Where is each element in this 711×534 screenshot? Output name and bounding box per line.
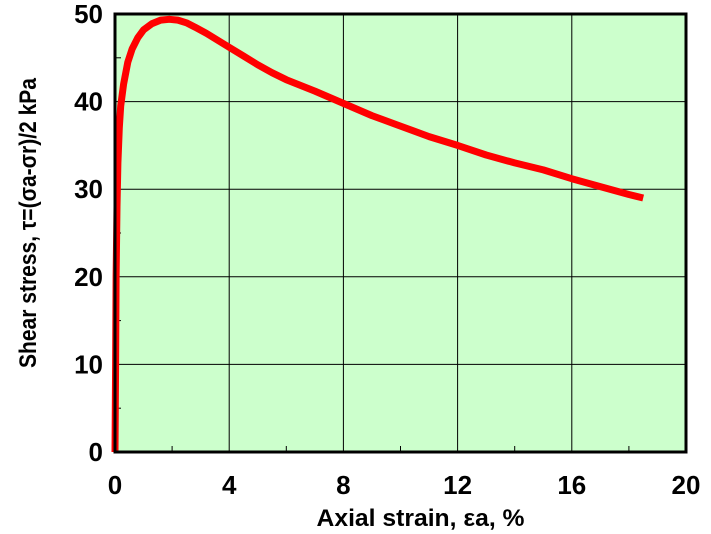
- x-tick-label: 20: [672, 470, 701, 500]
- x-tick-label: 8: [336, 470, 350, 500]
- x-tick-labels: 0 4 8 12 16 20: [108, 470, 701, 500]
- y-axis-title: Shear stress, τ=(σa-σr)/2 kPa: [15, 77, 42, 368]
- x-tick-label: 16: [557, 470, 586, 500]
- y-tick-label: 50: [74, 0, 103, 29]
- plot-frame: [113, 12, 688, 454]
- x-tick-label: 12: [443, 470, 472, 500]
- grid-lines: [115, 14, 686, 452]
- y-tick-labels: 0 10 20 30 40 50: [74, 0, 103, 467]
- x-axis-title: Axial strain, εa, %: [317, 505, 525, 532]
- y-tick-label: 20: [74, 262, 103, 292]
- plot-area: [115, 14, 686, 452]
- y-tick-label: 0: [89, 437, 103, 467]
- y-tick-label: 40: [74, 87, 103, 117]
- y-tick-label: 10: [74, 349, 103, 379]
- x-tick-label: 4: [222, 470, 237, 500]
- y-tick-label: 30: [74, 174, 103, 204]
- x-tick-label: 0: [108, 470, 122, 500]
- stress-strain-curve: [111, 15, 645, 453]
